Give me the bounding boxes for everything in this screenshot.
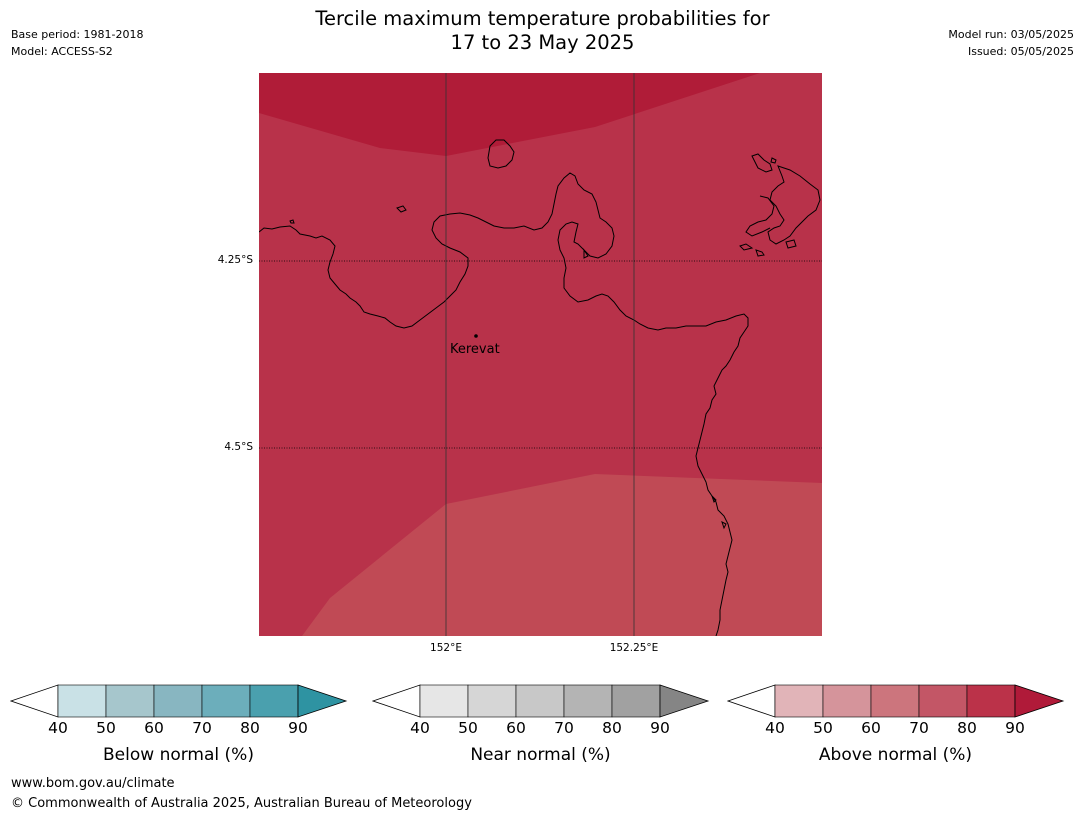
colorbar-segment-60-70	[870, 684, 920, 718]
colorbar-tick-label: 80	[240, 719, 260, 737]
colorbar-tick-label: 40	[48, 719, 68, 737]
colorbar-segment-80-90	[249, 684, 299, 718]
colorbar-extend-low	[10, 684, 59, 718]
colorbar-extend-low	[727, 684, 776, 718]
colorbar-above-normal-label: Above normal (%)	[818, 745, 973, 765]
colorbar-tick-label: 60	[144, 719, 164, 737]
colorbar-below-normal-label: Below normal (%)	[103, 745, 254, 765]
metadata-left: Base period: 1981-2018 Model: ACCESS-S2	[11, 26, 143, 60]
colorbar-segment-40-50	[57, 684, 107, 718]
colorbar-tick-label: 90	[1005, 719, 1025, 737]
footer: www.bom.gov.au/climate © Commonwealth of…	[11, 774, 472, 814]
colorbar-above-normal	[727, 684, 1065, 718]
colorbar-tick-label: 90	[288, 719, 308, 737]
lon-label-152e: 152°E	[430, 642, 462, 654]
graticule	[259, 73, 822, 636]
model-text: Model: ACCESS-S2	[11, 45, 113, 58]
colorbar-tick-label: 60	[506, 719, 526, 737]
colorbar-segment-70-80	[201, 684, 251, 718]
colorbar-tick-label: 80	[602, 719, 622, 737]
kerevat-marker	[474, 334, 478, 338]
colorbar-segment-70-80	[918, 684, 968, 718]
colorbar-tick-label: 70	[909, 719, 929, 737]
colorbar-segment-60-70	[153, 684, 203, 718]
zone-above-normal-60-70	[302, 474, 822, 636]
zone-above-normal-80-90	[259, 73, 822, 156]
colorbar-extend-high	[297, 684, 348, 718]
map-title: Tercile maximum temperature probabilitie…	[0, 7, 1085, 55]
colorbar-segment-50-60	[467, 684, 517, 718]
colorbar-segment-70-80	[563, 684, 613, 718]
colorbar-tick-label: 50	[813, 719, 833, 737]
title-line-1: Tercile maximum temperature probabilitie…	[315, 7, 770, 30]
coastline	[259, 139, 821, 636]
colorbar-tick-label: 90	[650, 719, 670, 737]
lat-label-4-5s: 4.5°S	[224, 441, 253, 453]
colorbar-tick-label: 50	[458, 719, 478, 737]
colorbar-segment-40-50	[774, 684, 824, 718]
colorbar-tick-label: 80	[957, 719, 977, 737]
lat-label-4-25s: 4.25°S	[217, 254, 253, 266]
colorbar-segment-40-50	[419, 684, 469, 718]
colorbar-near-normal-label: Near normal (%)	[470, 745, 611, 765]
colorbar-segment-60-70	[515, 684, 565, 718]
colorbar-extend-low	[372, 684, 421, 718]
metadata-right: Model run: 03/05/2025 Issued: 05/05/2025	[948, 26, 1074, 60]
place-label-kerevat: Kerevat	[450, 342, 500, 357]
colorbar-extend-high	[659, 684, 710, 718]
model-run-text: Model run: 03/05/2025	[948, 28, 1074, 41]
colorbar-segment-80-90	[966, 684, 1016, 718]
colorbar-tick-label: 50	[96, 719, 116, 737]
colorbar-segment-80-90	[611, 684, 661, 718]
colorbar-tick-label: 60	[861, 719, 881, 737]
footer-website: www.bom.gov.au/climate	[11, 776, 175, 791]
colorbar-tick-label: 40	[410, 719, 430, 737]
base-period-text: Base period: 1981-2018	[11, 28, 144, 41]
colorbar-tick-label: 40	[765, 719, 785, 737]
colorbar-extend-high	[1014, 684, 1065, 718]
footer-copyright: © Commonwealth of Australia 2025, Austra…	[11, 796, 472, 811]
colorbar-tick-label: 70	[192, 719, 212, 737]
lon-label-152-25e: 152.25°E	[609, 642, 659, 654]
colorbar-segment-50-60	[105, 684, 155, 718]
title-line-2: 17 to 23 May 2025	[450, 31, 635, 54]
colorbar-below-normal	[10, 684, 348, 718]
colorbar-near-normal	[372, 684, 710, 718]
issued-text: Issued: 05/05/2025	[967, 45, 1074, 58]
colorbar-segment-50-60	[822, 684, 872, 718]
colorbar-tick-label: 70	[554, 719, 574, 737]
